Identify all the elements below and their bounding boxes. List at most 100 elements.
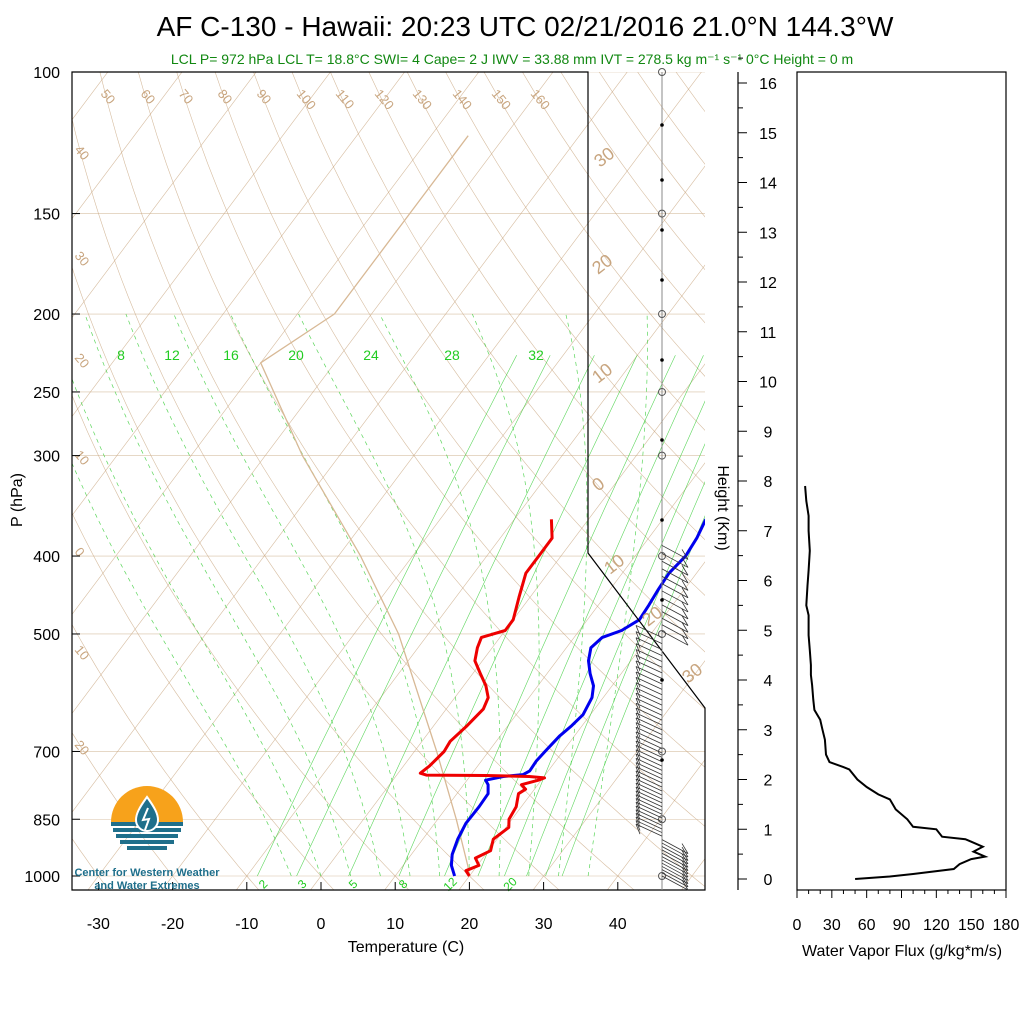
dry-adiabat-line [714,72,1024,893]
wind-barb-flag [635,740,641,752]
height-tick-label: 7 [764,524,773,541]
isotherm-line [72,72,628,813]
isotherm-line [310,363,705,890]
dry-adiabat-line [406,72,705,486]
temperature-axis-label: Temperature (C) [348,939,464,956]
skew-t-background-lines [72,72,1024,893]
wind-barb [635,798,663,811]
wind-barb [635,778,663,792]
wind-barb [635,812,663,826]
wind-barb-flag [635,749,641,760]
wind-barb [635,722,663,735]
flux-tick-label: 60 [858,917,876,934]
moist-adiabat-line [84,313,352,877]
mixing-ratio-label-top: 12 [164,347,180,363]
dry-adiabat-line [72,623,260,890]
moist-adiabat-line [379,313,502,877]
wind-barb [661,624,689,640]
wind-barb-flag [635,649,641,660]
temperature-tick-label: 30 [535,916,553,933]
wind-barb [661,576,689,591]
moist-adiabat-line [471,313,540,877]
logo-water-icon [113,828,181,850]
wind-barb [635,625,663,638]
pressure-axis-label: P (hPa) [9,473,26,527]
isotherm-label-right: 20 [588,250,616,278]
wind-barb [635,740,663,754]
pressure-tick-label: 700 [33,744,60,761]
height-tick-label: 0 [764,872,773,889]
barb-calm-circle [658,552,666,561]
flux-panel-frame [796,71,1007,891]
isotherm-label-right: 30 [590,143,618,171]
wind-barb [635,643,663,656]
dry-adiabat-line [830,72,1024,893]
wind-barb-flag [635,637,641,648]
mixing-ratio-label-bottom: 20 [500,874,520,894]
water-vapor-flux-plot: 0 30 60 90 120 150 180 [793,485,1020,934]
barb-dot [660,758,664,762]
wind-barb-flag [635,717,641,729]
height-tick-label: 15 [759,126,777,143]
height-tick-label: 12 [759,275,777,292]
wind-barb [635,692,663,706]
dry-adiabat-line [72,394,410,890]
wind-barb-flag [635,722,641,733]
flux-tick-label: 90 [893,917,911,934]
pressure-tick-label: 500 [33,627,60,644]
mixing-ratio-line [257,355,517,877]
isotherm-line [72,72,183,220]
wind-barb [635,753,663,767]
wind-barb [635,731,663,745]
wind-barb [635,816,663,830]
wind-barb [661,842,689,858]
height-tick-label: 3 [764,723,773,740]
wind-barb [661,849,689,865]
wind-barb-flag [635,682,641,693]
wind-barb [661,611,689,626]
isotherm-line [606,759,705,890]
wind-barb [635,631,663,644]
wind-barb [661,560,689,576]
height-tick-label: 1 [764,822,773,839]
height-tick-label: 10 [759,375,777,392]
wind-barb-flag [681,622,689,633]
mixing-ratio-label-bottom: 3 [295,877,310,892]
wind-barb [635,637,663,651]
wind-barb-flag [635,774,641,786]
dry-adiabat-label: 160 [528,86,553,112]
barb-dot [660,598,664,602]
dry-adiabat-label: 90 [254,86,275,107]
wind-barb-flag [635,813,641,824]
isotherm-label-left: 30 [72,248,93,269]
wind-barb-flag [635,727,641,738]
temperature-tick-label: 40 [609,916,627,933]
dry-adiabat-line [330,72,705,596]
wind-barb [635,717,663,731]
barb-dot [660,178,664,182]
isotherm-label-right: 0 [588,473,608,495]
isotherm-line [87,72,702,890]
dry-adiabat-line [99,72,635,890]
wind-barb [661,553,689,568]
flux-tick-label: 180 [993,917,1020,934]
dry-adiabat-line [560,72,705,271]
isotherm-label-left: 10 [72,642,93,663]
mixing-ratio-label-top: 8 [117,347,125,363]
temperature-tick-label: 10 [386,916,404,933]
wind-barb [635,762,663,775]
mixing-ratio-line [348,355,595,877]
mixing-ratio-label-bottom: 12 [440,874,460,894]
isotherm-label-left: 0 [72,544,88,559]
wind-barb-flag [635,805,641,817]
pressure-tick-label: 200 [33,307,60,324]
mixing-ratio-line [477,355,704,877]
barb-calm-circle [658,310,666,319]
wind-barb [635,707,663,721]
wind-barb-flag [635,823,641,835]
dry-adiabat-line [483,72,705,377]
wind-barb [635,809,663,823]
temperature-tick-label: 20 [461,916,479,933]
wind-barb-flag [635,786,641,798]
height-tick-label: 8 [764,474,773,491]
